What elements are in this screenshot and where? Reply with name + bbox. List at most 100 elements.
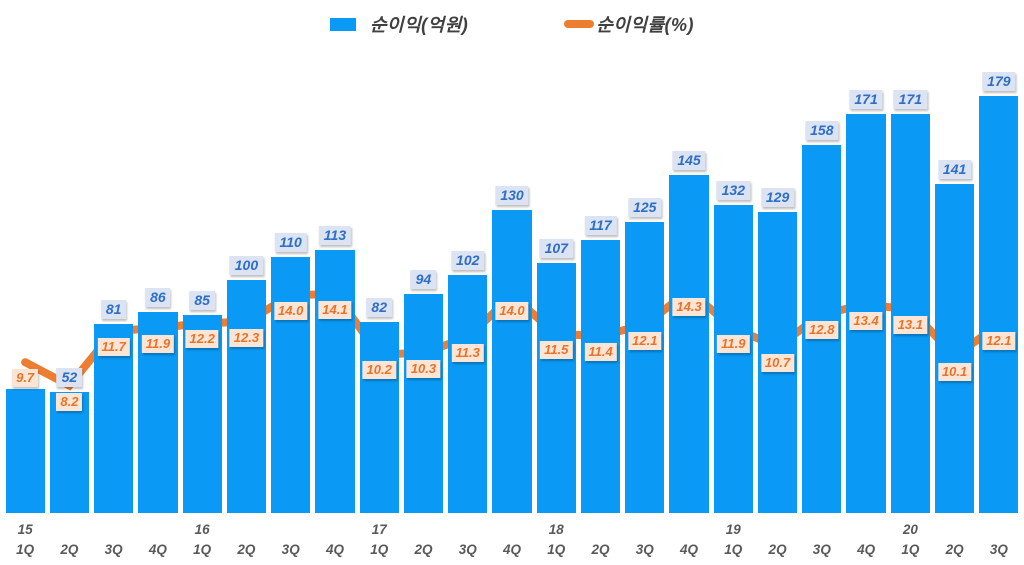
line-value-label: 11.5 bbox=[540, 341, 573, 360]
bar bbox=[49, 391, 89, 513]
x-axis-quarter-label: 3Q bbox=[635, 542, 654, 557]
bar-value-label: 85 bbox=[189, 290, 215, 310]
x-axis-quarter-label: 1Q bbox=[901, 542, 920, 557]
x-axis-quarter-label: 4Q bbox=[502, 542, 522, 557]
bar bbox=[403, 293, 444, 513]
x-axis-quarter-label: 2Q bbox=[60, 542, 79, 557]
bar-value-label: 113 bbox=[318, 225, 352, 245]
bar-value-label: 171 bbox=[849, 90, 883, 110]
x-axis-quarter-label: 2Q bbox=[414, 542, 433, 557]
x-axis-quarter-label: 1Q bbox=[193, 542, 212, 557]
x-axis-year-label: 16 bbox=[194, 522, 210, 537]
line-value-label: 8.2 bbox=[56, 392, 83, 411]
line-value-label: 14.0 bbox=[274, 302, 308, 321]
legend-item-net-margin: 순이익률(%) bbox=[564, 11, 694, 37]
bar bbox=[5, 389, 45, 513]
x-axis-quarter-label: 4Q bbox=[325, 542, 344, 557]
x-axis-year-label: 18 bbox=[548, 522, 564, 537]
line-value-label: 11.7 bbox=[97, 338, 130, 357]
bar-value-label: 125 bbox=[628, 197, 662, 217]
bar bbox=[580, 240, 621, 513]
x-axis-quarter-label: 4Q bbox=[148, 542, 167, 557]
x-axis-quarter-label: 2Q bbox=[768, 542, 787, 557]
bar-value-label: 107 bbox=[539, 239, 573, 259]
line-value-label: 12.2 bbox=[185, 330, 219, 349]
line-value-label: 12.3 bbox=[229, 328, 264, 347]
line-value-label: 14.0 bbox=[495, 302, 529, 321]
x-axis-quarter-label: 3Q bbox=[812, 542, 831, 557]
line-value-label: 11.9 bbox=[717, 335, 750, 353]
bar bbox=[226, 279, 267, 513]
line-value-label: 11.4 bbox=[584, 342, 617, 361]
x-axis-quarter-label: 1Q bbox=[370, 542, 389, 557]
bar-value-label: 129 bbox=[760, 188, 795, 208]
line-value-label: 12.1 bbox=[628, 331, 662, 350]
x-axis-quarter-label: 4Q bbox=[857, 542, 876, 557]
line-value-label: 12.1 bbox=[982, 331, 1016, 350]
bar bbox=[492, 209, 532, 513]
bar bbox=[359, 321, 399, 513]
bar-value-label: 110 bbox=[274, 232, 307, 252]
x-axis-quarter-label: 2Q bbox=[237, 542, 256, 557]
bar-value-label: 145 bbox=[672, 150, 706, 170]
bar-value-label: 130 bbox=[495, 185, 529, 205]
bar-value-label: 117 bbox=[584, 216, 617, 236]
line-value-label: 13.1 bbox=[893, 316, 927, 335]
bar-value-label: 171 bbox=[893, 90, 928, 110]
bar-series-label: 순이익(억원) bbox=[369, 15, 469, 35]
x-axis-quarter-label: 3Q bbox=[458, 542, 477, 557]
x-axis-quarter-label: 2Q bbox=[945, 542, 964, 557]
x-axis-quarter-label: 1Q bbox=[724, 542, 743, 557]
bar-value-label: 86 bbox=[145, 288, 171, 308]
legend-item-net-profit: 순이익(억원) bbox=[329, 11, 469, 37]
bar-series-swatch bbox=[329, 17, 356, 31]
x-axis-quarter-label: 1Q bbox=[547, 542, 566, 557]
x-axis-quarter-label: 3Q bbox=[989, 542, 1008, 557]
line-value-label: 14.3 bbox=[672, 297, 706, 316]
x-axis-year-label: 20 bbox=[902, 522, 918, 537]
line-value-label: 12.8 bbox=[805, 321, 839, 340]
x-axis-quarter-label: 3Q bbox=[104, 542, 123, 557]
line-value-label: 10.7 bbox=[760, 353, 795, 372]
bar-value-label: 81 bbox=[100, 300, 127, 320]
bar-value-label: 82 bbox=[366, 297, 392, 317]
line-value-label: 10.3 bbox=[406, 359, 441, 378]
bar bbox=[448, 275, 488, 513]
x-axis-quarter-label: 4Q bbox=[680, 542, 699, 557]
bar-value-label: 52 bbox=[56, 367, 83, 387]
bar bbox=[979, 95, 1019, 513]
bar-value-label: 94 bbox=[410, 269, 437, 289]
x-axis-year-label: 15 bbox=[17, 522, 33, 537]
bar bbox=[890, 114, 930, 513]
line-value-label: 13.4 bbox=[849, 311, 883, 330]
bar bbox=[669, 174, 709, 513]
bar-value-label: 132 bbox=[716, 181, 750, 201]
bar bbox=[625, 221, 665, 513]
bar-value-label: 100 bbox=[229, 255, 264, 275]
line-series-label: 순이익률(%) bbox=[596, 15, 695, 35]
line-value-label: 10.1 bbox=[937, 362, 972, 381]
bar-value-label: 141 bbox=[937, 160, 972, 180]
x-axis-quarter-label: 1Q bbox=[16, 542, 35, 557]
line-value-label: 9.7 bbox=[12, 369, 39, 388]
x-axis-quarter-label: 3Q bbox=[281, 542, 300, 557]
bar-value-label: 102 bbox=[451, 251, 485, 271]
bar bbox=[271, 256, 311, 513]
bar bbox=[934, 184, 975, 513]
line-value-label: 11.9 bbox=[141, 335, 175, 353]
line-series-swatch bbox=[564, 20, 595, 28]
chart-legend: 순이익(억원) 순이익률(%) bbox=[0, 8, 1024, 40]
bar-value-label: 179 bbox=[982, 71, 1016, 91]
bar bbox=[536, 263, 576, 513]
bar bbox=[315, 249, 355, 513]
x-axis-year-label: 19 bbox=[725, 522, 741, 537]
x-axis-year-label: 17 bbox=[371, 522, 387, 537]
line-value-label: 14.1 bbox=[318, 300, 352, 319]
bar-value-label: 158 bbox=[805, 120, 839, 140]
x-axis-quarter-label: 2Q bbox=[591, 542, 610, 557]
line-value-label: 10.2 bbox=[362, 361, 396, 380]
bar bbox=[713, 205, 753, 513]
line-value-label: 11.3 bbox=[451, 344, 484, 363]
